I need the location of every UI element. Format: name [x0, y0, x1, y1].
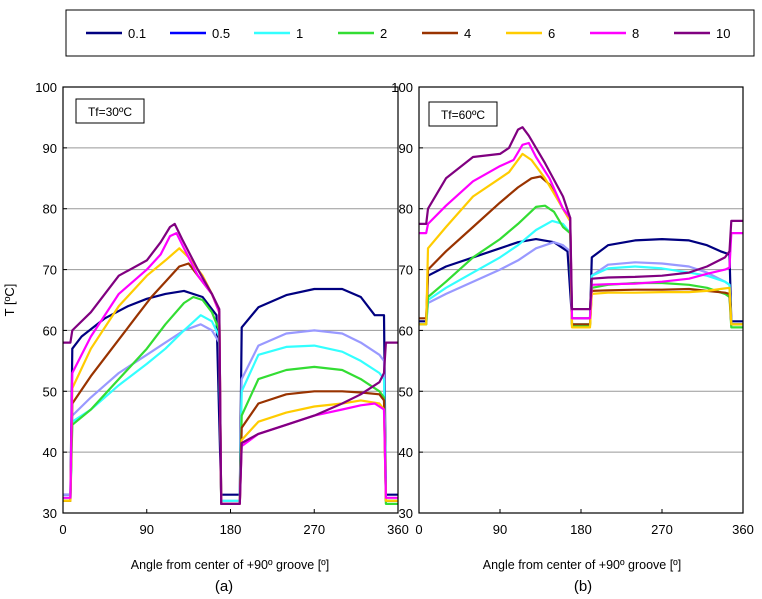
y-tick-label: 40 [43, 445, 57, 460]
series-line-6 [63, 247, 398, 505]
series-line-10 [419, 126, 743, 311]
panel-a-label: (a) [215, 578, 233, 595]
panel-b-plot-frame [418, 86, 744, 514]
x-tick-label: 0 [415, 522, 422, 537]
legend-items: 0.1 0.5 1 2 4 6 8 10 [86, 26, 730, 41]
panel-a: 30 40 50 60 70 80 90 100 0 90 180 270 360 Tf=30ºC T … [2, 80, 409, 595]
series-line-0.5 [63, 323, 398, 502]
series-line-6 [419, 152, 743, 329]
x-tick-label: 270 [303, 522, 325, 537]
y-tick-label: 80 [43, 202, 57, 217]
panel-a-annotation-box [75, 98, 145, 124]
panel-b-annotation-box [428, 101, 498, 127]
legend-label-0.1: 0.1 [128, 26, 146, 41]
legend-box [65, 9, 755, 57]
series-line-4 [419, 175, 743, 326]
panel-a-annotation: Tf=30ºC [88, 105, 132, 119]
y-tick-label: 70 [43, 263, 57, 278]
panel-b-annotation: Tf=60ºC [441, 108, 485, 122]
legend: 0.1 0.5 1 2 4 6 8 10 [65, 9, 755, 57]
panel-b: 30 40 50 60 70 80 90 100 0 90 180 270 360 Tf=60ºC An… [391, 80, 754, 595]
y-tick-label: 60 [399, 323, 413, 338]
panel-a-xlabel: Angle from center of +90º groove [º] [131, 558, 329, 572]
panel-b-label: (b) [574, 578, 592, 595]
y-tick-label: 80 [399, 202, 413, 217]
x-tick-label: 180 [220, 522, 242, 537]
y-tick-label: 50 [399, 384, 413, 399]
x-tick-label: 90 [140, 522, 154, 537]
legend-label-8: 8 [632, 26, 639, 41]
legend-label-4: 4 [464, 26, 471, 41]
series-line-10 [63, 222, 398, 505]
y-tick-label: 100 [391, 80, 413, 95]
y-tick-label: 60 [43, 323, 57, 338]
legend-label-2: 2 [380, 26, 387, 41]
series-line-8 [63, 232, 398, 505]
panel-b-xlabel: Angle from center of +90º groove [º] [483, 558, 681, 572]
panel-b-ticks: 30 40 50 60 70 80 90 100 0 90 180 270 360 [391, 80, 754, 537]
y-tick-label: 30 [399, 506, 413, 521]
y-tick-label: 40 [399, 445, 413, 460]
x-tick-label: 360 [387, 522, 409, 537]
x-tick-label: 180 [570, 522, 592, 537]
x-tick-label: 0 [59, 522, 66, 537]
y-tick-label: 50 [43, 384, 57, 399]
panel-a-ticks: 30 40 50 60 70 80 90 100 0 90 180 270 360 [35, 80, 409, 537]
panel-a-series [63, 222, 398, 505]
y-tick-label: 70 [399, 263, 413, 278]
panel-b-grid [419, 147, 743, 453]
panel-a-grid [63, 147, 398, 453]
x-tick-label: 360 [732, 522, 754, 537]
y-tick-label: 100 [35, 80, 57, 95]
panel-b-series [419, 126, 743, 329]
y-tick-label: 30 [43, 506, 57, 521]
legend-label-0.5: 0.5 [212, 26, 230, 41]
x-tick-label: 90 [493, 522, 507, 537]
panel-a-plot-frame [62, 86, 399, 514]
y-tick-label: 90 [43, 141, 57, 156]
y-tick-label: 90 [399, 141, 413, 156]
series-line-0.5 [419, 241, 743, 326]
x-tick-label: 270 [651, 522, 673, 537]
panel-a-ylabel: T [ºC] [2, 284, 17, 317]
legend-label-6: 6 [548, 26, 555, 41]
legend-label-1: 1 [296, 26, 303, 41]
legend-label-10: 10 [716, 26, 730, 41]
